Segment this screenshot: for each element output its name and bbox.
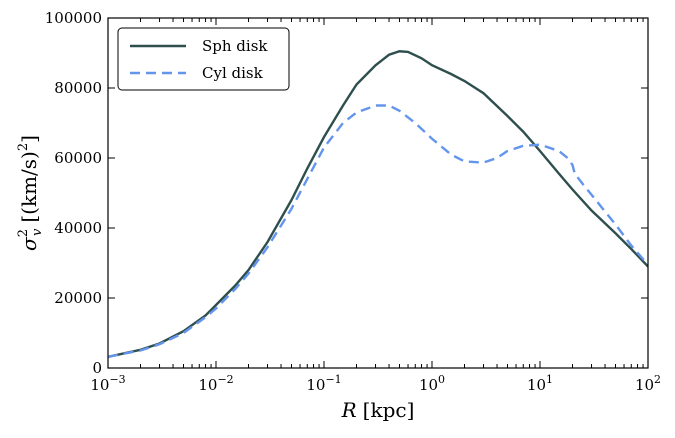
- x-tick-label: 102: [635, 373, 661, 394]
- legend-label-cyl-disk: Cyl disk: [202, 64, 264, 82]
- series-line-sph-disk: [108, 50, 648, 358]
- plot-frame: [107, 17, 649, 369]
- legend-box: [117, 27, 290, 91]
- y-tick-label: 40000: [54, 219, 102, 237]
- y-tick-label: 60000: [54, 149, 102, 167]
- x-axis-title: R [kpc]: [341, 398, 415, 422]
- legend: Sph disk Cyl disk: [117, 27, 290, 91]
- plot-area: [108, 50, 648, 358]
- x-tick-label: 10−3: [90, 373, 125, 394]
- x-tick-label: 101: [527, 373, 553, 394]
- y-axis-title: σ2v[(km/s)2]: [16, 135, 45, 251]
- legend-label-sph-disk: Sph disk: [202, 37, 268, 55]
- y-tick-label: 20000: [54, 289, 102, 307]
- y-tick-label: 0: [92, 359, 102, 377]
- x-axis-ticks: 10−3 10−2 10−1 100 101 102: [90, 18, 661, 394]
- x-tick-label: 10−2: [198, 373, 233, 394]
- x-tick-label: 10−1: [306, 373, 341, 394]
- y-axis-ticks: 0 20000 40000 60000 80000 100000: [45, 9, 648, 377]
- x-tick-label: 100: [419, 373, 445, 394]
- y-tick-label: 100000: [45, 9, 102, 27]
- y-tick-label: 80000: [54, 79, 102, 97]
- series-line-cyl-disk: [108, 104, 648, 358]
